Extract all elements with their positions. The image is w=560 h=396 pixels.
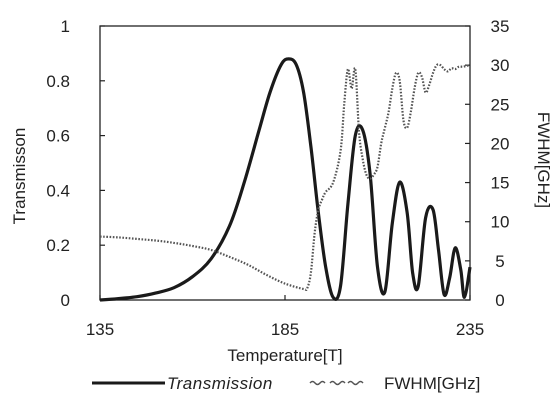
legend-swatch-fwhm <box>309 380 364 386</box>
y-right-tick-label: 30 <box>491 56 510 75</box>
y-left-tick-label: 0.6 <box>46 127 70 146</box>
y-left-tick-label: 0.2 <box>46 236 70 255</box>
legend-label-transmission: Transmission <box>167 374 273 393</box>
y-axis-right-title: FWHM[GHz] <box>534 112 553 208</box>
y-right-tick-label: 0 <box>495 291 504 310</box>
series-line-transmission <box>99 57 472 302</box>
x-tick-label: 235 <box>456 320 484 339</box>
y-left-tick-label: 0 <box>61 291 70 310</box>
legend: Transmission FWHM[GHz] <box>92 374 480 393</box>
plot-frame <box>99 25 471 301</box>
y-right-tick-label: 5 <box>495 252 504 271</box>
y-left-tick-label: 1 <box>61 17 70 36</box>
x-axis-title: Temperature[T] <box>227 346 342 365</box>
x-tick-label: 135 <box>86 320 114 339</box>
legend-label-fwhm: FWHM[GHz] <box>384 374 480 393</box>
y-right-tick-label: 10 <box>491 213 510 232</box>
y-right-tick-label: 20 <box>491 134 510 153</box>
y-left-tick-label: 0.4 <box>46 181 70 200</box>
y-left-tick-label: 0.8 <box>46 72 70 91</box>
x-tick-label: 185 <box>271 320 299 339</box>
y-axis-left-title: Transmisson <box>10 128 29 225</box>
y-right-tick-label: 25 <box>491 95 510 114</box>
y-right-tick-label: 15 <box>491 174 510 193</box>
y-right-tick-label: 35 <box>491 17 510 36</box>
series-group <box>99 57 472 302</box>
series-line-fwhm-ghz <box>99 63 471 292</box>
